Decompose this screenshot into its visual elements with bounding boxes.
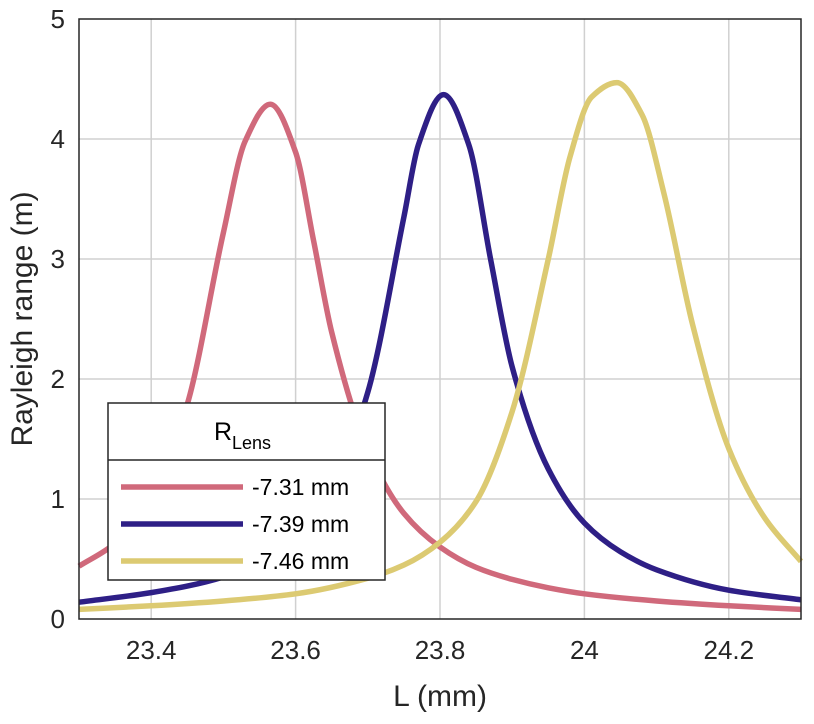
plot-frame bbox=[78, 18, 802, 620]
y-axis-label: Rayleigh range (m) bbox=[6, 191, 39, 446]
y-tick-label: 0 bbox=[51, 604, 65, 634]
series-line-3 bbox=[78, 79, 804, 613]
x-tick-label: 24.2 bbox=[703, 635, 754, 665]
y-tick-label: 2 bbox=[51, 364, 65, 394]
y-tick-label: 4 bbox=[51, 124, 65, 154]
legend: RLens -7.31 mm -7.39 mm -7.46 mm bbox=[107, 402, 386, 581]
legend-title-subscript: Lens bbox=[232, 433, 271, 453]
x-tick-label: 24 bbox=[570, 635, 599, 665]
y-tick-label: 5 bbox=[51, 4, 65, 34]
x-tick-label: 23.6 bbox=[270, 635, 321, 665]
legend-title-main: R bbox=[214, 418, 232, 446]
legend-title: RLens bbox=[214, 418, 271, 453]
x-tick-label: 23.8 bbox=[415, 635, 466, 665]
x-axis-label: L (mm) bbox=[393, 680, 487, 713]
legend-box bbox=[107, 402, 386, 581]
y-tick-label: 1 bbox=[51, 484, 65, 514]
legend-items: -7.31 mm -7.39 mm -7.46 mm bbox=[121, 474, 349, 574]
legend-label-2: -7.39 mm bbox=[252, 511, 349, 537]
legend-label-1: -7.31 mm bbox=[252, 474, 349, 500]
series-line-1 bbox=[77, 101, 802, 613]
tick-labels: 23.4 23.6 23.8 24 24.2 0 1 2 3 4 5 bbox=[51, 4, 755, 665]
legend-label-3: -7.46 mm bbox=[252, 548, 349, 574]
y-tick-label: 3 bbox=[51, 244, 65, 274]
x-tick-label: 23.4 bbox=[126, 635, 177, 665]
